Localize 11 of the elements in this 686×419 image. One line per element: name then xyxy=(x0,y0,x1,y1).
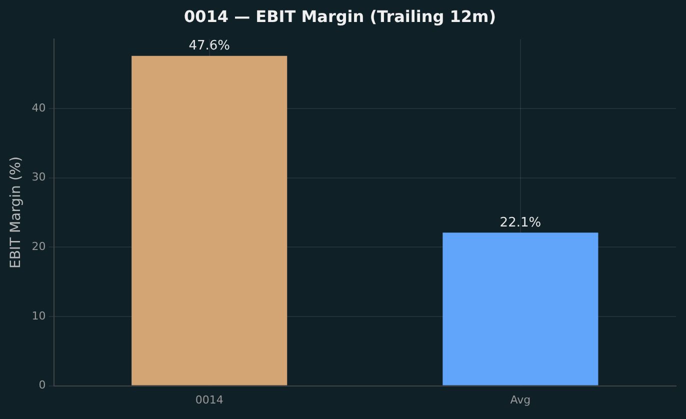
data-label: 22.1% xyxy=(500,215,542,230)
y-tick-label: 40 xyxy=(32,101,46,114)
y-tick-label: 20 xyxy=(32,240,46,254)
y-tick-label: 30 xyxy=(32,170,46,184)
x-tick-label: Avg xyxy=(510,393,531,406)
y-tick-label: 10 xyxy=(32,309,46,322)
y-axis-title: EBIT Margin (%) xyxy=(8,156,24,269)
y-tick-label: 0 xyxy=(38,378,46,392)
chart-title: 0014 — EBIT Margin (Trailing 12m) xyxy=(184,6,496,26)
x-tick-label: 0014 xyxy=(195,393,224,406)
data-label: 47.6% xyxy=(188,38,230,54)
